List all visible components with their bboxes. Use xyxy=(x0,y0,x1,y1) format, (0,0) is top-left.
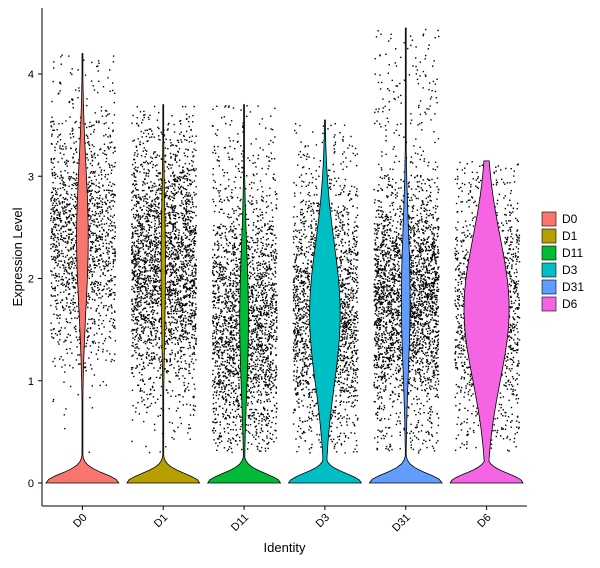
y-tick-label: 3 xyxy=(28,171,34,183)
x-axis-title: Identity xyxy=(264,540,306,555)
x-ticks: D0 D1 D11 D3 D31 D6 xyxy=(71,506,494,534)
legend-label-d1: D1 xyxy=(562,229,578,243)
jitter-points xyxy=(50,28,521,454)
legend-swatch-d6 xyxy=(541,296,557,312)
x-tick-label: D6 xyxy=(475,512,493,530)
x-tick-label: D1 xyxy=(152,512,170,530)
legend-label-d31: D31 xyxy=(562,280,584,294)
y-tick-label: 1 xyxy=(28,376,34,388)
y-axis-title: Expression Level xyxy=(10,207,25,306)
violin-d6 xyxy=(449,160,524,484)
legend-label-d6: D6 xyxy=(562,297,578,311)
legend-swatch-d0 xyxy=(541,211,557,227)
legend-swatch-d31 xyxy=(541,279,557,295)
violin-d1 xyxy=(126,104,201,484)
legend-label-d0: D0 xyxy=(562,212,578,226)
legend-swatch-d11 xyxy=(541,245,557,261)
x-tick-label: D31 xyxy=(390,512,413,535)
x-tick-label: D0 xyxy=(71,512,89,530)
legend: D0 D1 D11 D3 D31 D6 xyxy=(541,211,584,312)
axes xyxy=(41,8,527,507)
x-tick-label: D11 xyxy=(229,512,251,534)
legend-label-d11: D11 xyxy=(562,246,583,260)
legend-swatch-d3 xyxy=(541,262,557,278)
violin-d0 xyxy=(45,53,120,484)
violin-d11 xyxy=(206,104,282,484)
legend-label-d3: D3 xyxy=(562,263,578,277)
x-tick-label: D3 xyxy=(314,512,332,530)
violin-d31 xyxy=(368,27,443,484)
legend-swatch-d1 xyxy=(541,228,557,244)
violins xyxy=(45,27,524,484)
y-ticks: 0 1 2 3 4 xyxy=(28,69,42,490)
violin-d3 xyxy=(287,119,363,484)
y-tick-label: 2 xyxy=(28,274,34,286)
y-tick-label: 0 xyxy=(28,478,34,490)
y-tick-label: 4 xyxy=(28,69,34,81)
